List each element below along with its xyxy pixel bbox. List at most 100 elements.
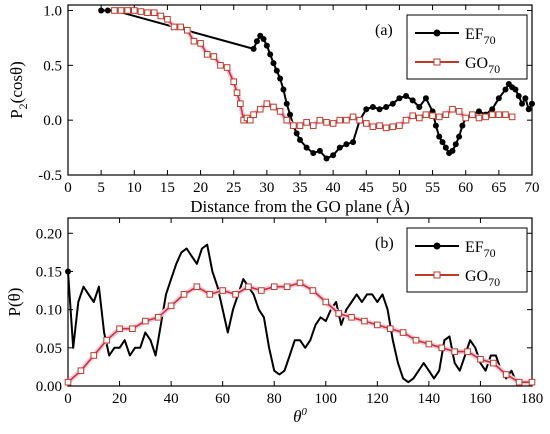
data-point (336, 116, 344, 124)
legend-label-main: EF (465, 239, 484, 256)
panel-b-x-tick-label: 160 (469, 391, 492, 407)
data-point (270, 103, 277, 111)
data-point (442, 111, 450, 118)
data-point (528, 378, 536, 386)
data-point (361, 317, 368, 325)
legend-label-sub: 70 (484, 33, 496, 47)
data-point (130, 7, 138, 14)
data-point (329, 120, 337, 127)
data-point (489, 106, 496, 113)
legend-label-main: GO (465, 268, 488, 285)
data-point (449, 147, 456, 154)
data-point (316, 116, 324, 124)
data-point (103, 336, 110, 344)
data-point (137, 8, 145, 15)
legend-label-sub: 70 (484, 246, 496, 260)
data-point (167, 302, 175, 310)
data-point (203, 51, 211, 58)
panel-a-y-tick-label: 0.0 (43, 113, 62, 129)
legend-label-main: EF (465, 26, 484, 43)
data-point (363, 106, 370, 113)
data-point (451, 348, 458, 355)
data-point (455, 108, 463, 115)
data-point (210, 53, 218, 60)
panel-b-y-tick-label: 0.10 (36, 303, 62, 319)
data-point (184, 26, 191, 34)
panel-b-x-tick-label: 40 (164, 391, 179, 407)
data-point (150, 9, 158, 16)
data-point (416, 114, 423, 122)
data-point (449, 105, 456, 113)
panel-a-y-tick-label: -0.5 (38, 168, 62, 184)
data-point (260, 36, 267, 42)
data-point (515, 378, 523, 386)
data-point (116, 325, 123, 333)
panel-a-x-tick-label: 35 (293, 180, 308, 196)
data-point (399, 329, 407, 336)
data-point (429, 112, 436, 120)
data-point (98, 7, 105, 14)
data-point (206, 291, 214, 298)
data-point (117, 7, 125, 14)
legend-label-main: GO (465, 55, 488, 72)
data-point (452, 141, 459, 148)
data-point (217, 62, 224, 69)
data-point (515, 93, 522, 100)
panel-a-series (98, 7, 535, 162)
data-point (111, 7, 118, 14)
data-point (323, 119, 330, 126)
data-point (348, 313, 355, 321)
data-point (402, 116, 410, 124)
panel-a-series-go (111, 7, 516, 132)
series-line (67, 243, 532, 384)
data-point (297, 136, 303, 143)
data-point (309, 287, 317, 294)
data-point (409, 112, 416, 120)
data-point (522, 95, 529, 102)
legend-marker (433, 271, 441, 279)
data-point (322, 298, 330, 306)
data-point (349, 113, 357, 121)
data-point (90, 352, 98, 359)
data-point (180, 291, 188, 298)
panel-a-y-axis-title-main: P (7, 109, 26, 118)
panel-b-label: (b) (375, 235, 394, 252)
panel-b: 0 20 40 60 80 100 120 140 160 180 0.00 0.05 0.10 0.15… (5, 217, 543, 426)
data-point (525, 106, 532, 113)
panel-a-x-tick-label: 50 (392, 180, 407, 196)
data-point (263, 42, 270, 49)
data-point (310, 150, 317, 157)
data-point (376, 122, 383, 129)
legend-marker (433, 29, 441, 37)
data-point (435, 113, 443, 121)
legend-marker (433, 242, 441, 250)
data-point (250, 111, 257, 118)
data-point (439, 139, 446, 146)
data-point (258, 287, 265, 294)
panel-a-x-tick-label: 25 (226, 180, 241, 196)
data-point (519, 100, 526, 107)
data-point (283, 283, 291, 291)
data-point (296, 122, 304, 129)
legend-label: GO70 (465, 55, 500, 76)
data-point (482, 113, 489, 121)
data-point (144, 9, 151, 16)
data-point (336, 144, 343, 151)
data-point (190, 37, 198, 45)
data-point (246, 116, 254, 124)
data-point (438, 344, 446, 352)
panel-b-y-tick-label: 0.15 (36, 264, 62, 280)
panel-b-frame (67, 217, 533, 387)
data-point (253, 38, 260, 45)
panel-a-x-tick-label: 60 (458, 180, 473, 196)
data-point (283, 100, 290, 107)
legend-label: GO70 (465, 268, 500, 289)
panel-a-x-tick-label: 5 (97, 180, 105, 196)
data-point (197, 40, 204, 47)
data-point (245, 283, 252, 291)
panel-a-ticks: 0 5 10 15 20 25 30 35 40 45 50 55 60 65 70 -0.5 0.0 0.5 1.… (38, 3, 539, 196)
data-point (267, 51, 274, 58)
data-point (65, 268, 71, 275)
data-point (422, 111, 430, 118)
data-point (273, 67, 280, 74)
